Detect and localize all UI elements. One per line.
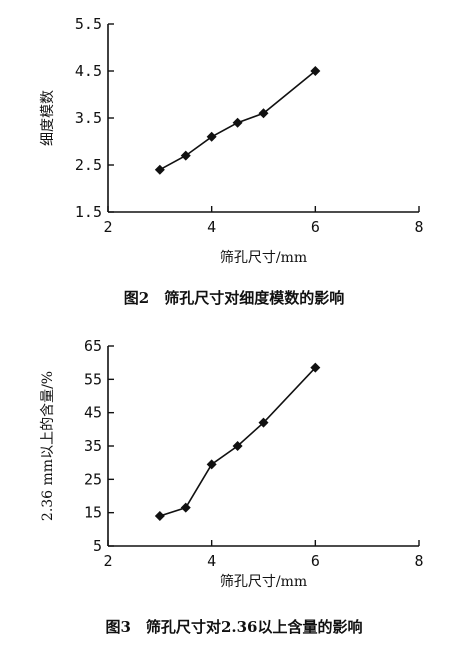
y-tick-label: 2.5 — [75, 156, 102, 174]
data-point-marker — [180, 502, 191, 513]
x-axis-label: 筛孔尺寸/mm — [220, 250, 307, 266]
y-axis-label: 2.36 mm以上的含量/% — [40, 371, 56, 521]
data-point-marker — [310, 362, 321, 373]
x-tick-label: 4 — [207, 218, 216, 236]
y-tick-label: 35 — [84, 437, 102, 455]
y-tick-label: 5 — [93, 537, 102, 555]
y-tick-label: 4.5 — [75, 62, 102, 80]
y-tick-label: 25 — [84, 470, 102, 488]
y-tick-label: 45 — [84, 404, 102, 422]
data-point-marker — [154, 511, 165, 521]
data-point-marker — [154, 164, 165, 175]
x-tick-label: 2 — [103, 552, 112, 570]
x-tick-label: 8 — [414, 218, 423, 236]
data-point-marker — [310, 66, 321, 76]
series-line — [159, 70, 316, 171]
x-axis-label: 筛孔尺寸/mm — [220, 574, 307, 590]
y-tick-label: 3.5 — [75, 109, 102, 127]
data-point-marker — [232, 117, 243, 128]
x-tick-label: 4 — [207, 552, 216, 570]
figure-caption: 图3 筛孔尺寸对2.36以上含量的影响 — [106, 618, 363, 636]
y-tick-label: 1.5 — [75, 203, 102, 221]
x-tick-label: 8 — [414, 552, 423, 570]
y-tick-label: 15 — [84, 504, 102, 522]
data-point-marker — [180, 150, 191, 161]
series-line — [159, 367, 316, 517]
x-tick-label: 2 — [103, 218, 112, 236]
y-tick-label: 65 — [84, 337, 102, 355]
y-tick-label: 5.5 — [75, 15, 102, 33]
x-tick-label: 6 — [311, 218, 320, 236]
chart-panel-2: 5 15 25 35 45 55 65 2 4 6 8 筛孔尺寸/mm 2.36 mm以上的含量/% 图3… — [40, 337, 424, 636]
data-point-marker — [232, 441, 243, 451]
y-axis-label: 细度模数 — [40, 90, 56, 146]
y-tick-label: 55 — [84, 370, 102, 388]
data-point-marker — [258, 108, 269, 119]
data-point-marker — [206, 131, 217, 142]
figure-caption: 图2 筛孔尺寸对细度模数的影响 — [124, 289, 344, 307]
x-tick-label: 6 — [311, 552, 320, 570]
data-point-marker — [258, 417, 269, 428]
data-point-marker — [206, 459, 217, 470]
